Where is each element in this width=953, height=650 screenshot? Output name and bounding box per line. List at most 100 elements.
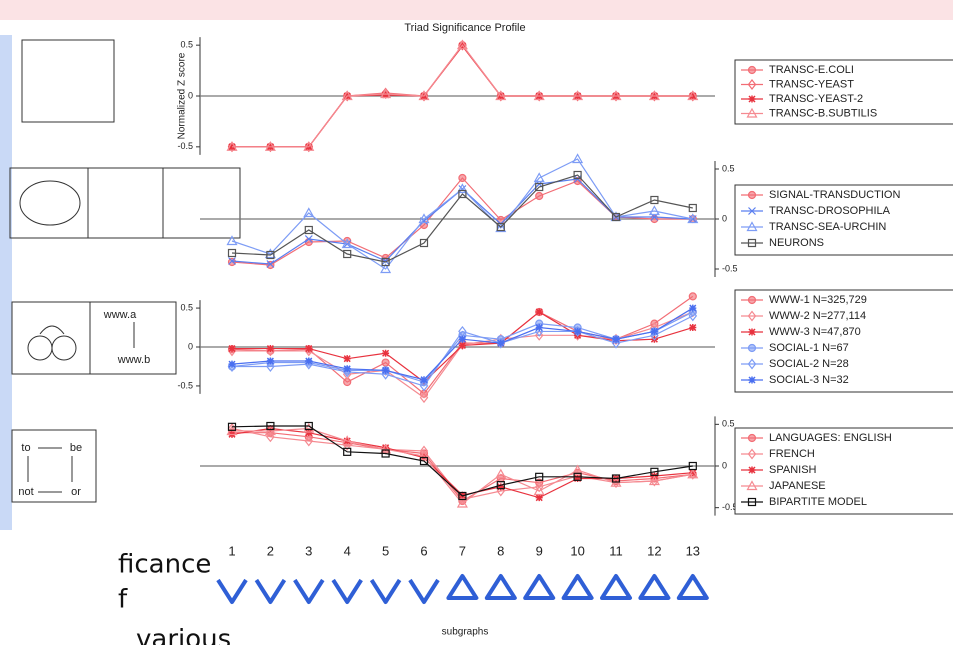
- legend-label: TRANSC-SEA-URCHIN: [769, 221, 886, 233]
- marker: [573, 170, 582, 180]
- marker: [458, 491, 466, 499]
- legend-label: SOCIAL-2 N=28: [769, 358, 849, 370]
- legend-marker: [747, 497, 757, 507]
- legend-label: SOCIAL-3 N=32: [769, 374, 849, 386]
- x-tick-label: 10: [570, 543, 584, 558]
- marker: [266, 260, 275, 268]
- legend-marker: [747, 343, 757, 353]
- marker: [266, 421, 275, 431]
- marker: [228, 345, 236, 353]
- marker: [495, 222, 507, 233]
- y-tick-label: 0: [188, 90, 193, 100]
- marker: [458, 189, 467, 199]
- marker: [612, 335, 620, 343]
- marker: [535, 472, 544, 481]
- marker: [380, 88, 392, 99]
- x-tick-label: 1: [228, 543, 235, 558]
- legend-marker: [747, 433, 757, 443]
- legend-label: WWW-2 N=277,114: [769, 310, 866, 322]
- y-tick-label: -0.5: [177, 380, 193, 390]
- marker: [689, 469, 697, 477]
- y-tick-label: 0: [722, 460, 727, 470]
- x-tick-label: 13: [686, 543, 700, 558]
- marker: [497, 339, 505, 347]
- legend-label: JAPANESE: [769, 480, 826, 492]
- legend-label: TRANSC-DROSOPHILA: [769, 205, 891, 217]
- subgraph-icon: [216, 578, 248, 604]
- marker: [458, 335, 466, 343]
- marker: [227, 257, 237, 267]
- marker: [343, 249, 352, 259]
- marker: [380, 263, 392, 274]
- marker: [650, 327, 658, 335]
- marker: [418, 213, 430, 224]
- legend-label: NEURONS: [769, 237, 824, 249]
- marker: [343, 447, 352, 456]
- marker: [419, 392, 429, 404]
- legend-marker: [748, 376, 756, 384]
- marker: [456, 183, 468, 194]
- marker: [304, 421, 313, 431]
- y-tick-label: 0: [188, 341, 193, 351]
- y-tick-label: 0: [722, 213, 727, 223]
- subgraph-icon: [254, 578, 287, 604]
- marker: [381, 449, 390, 458]
- legend-box: [734, 59, 953, 125]
- subgraph-icon: [561, 574, 594, 600]
- x-tick-label: 8: [497, 543, 504, 558]
- marker: [497, 483, 505, 491]
- marker: [341, 90, 353, 101]
- marker: [264, 141, 276, 151]
- y-tick-label: -0.5: [722, 263, 738, 273]
- marker: [456, 497, 468, 508]
- legend-label: LANGUAGES: ENGLISH: [769, 432, 892, 444]
- legend-label: TRANSC-E.COLI: [769, 64, 854, 76]
- subgraph-icon: [331, 578, 363, 604]
- series-line: [232, 432, 693, 502]
- series-line: [231, 174, 693, 263]
- marker: [382, 349, 390, 357]
- icon-label: or: [71, 486, 81, 498]
- marker: [266, 424, 274, 433]
- marker: [648, 90, 660, 101]
- marker: [227, 248, 237, 258]
- marker: [458, 491, 467, 501]
- subgraph-icon: [484, 574, 517, 600]
- y-tick-label: 0.5: [722, 163, 735, 173]
- legend-marker: [747, 79, 757, 90]
- marker: [572, 90, 584, 101]
- subgraph-icon: [446, 574, 479, 600]
- marker: [226, 141, 238, 151]
- background-text: various: [136, 625, 231, 646]
- marker: [533, 90, 545, 101]
- marker: [611, 474, 621, 483]
- subgraph-icon: [293, 578, 325, 604]
- x-tick-label: 9: [536, 543, 543, 558]
- marker: [648, 205, 660, 216]
- marker: [304, 235, 313, 243]
- marker: [266, 431, 275, 443]
- marker: [420, 376, 428, 384]
- marker: [228, 360, 236, 368]
- legend-marker: [747, 448, 757, 460]
- x-tick-label: 3: [305, 543, 312, 558]
- marker: [533, 485, 545, 496]
- marker: [419, 456, 429, 466]
- marker: [456, 39, 468, 50]
- legend-label: WWW-1 N=325,729: [769, 294, 867, 306]
- chart-title: Triad Significance Profile: [404, 22, 525, 34]
- marker: [572, 153, 584, 164]
- subgraph-icon: [676, 574, 709, 600]
- series-line: [232, 427, 693, 505]
- legend-label: TRANSC-B.SUBTILIS: [769, 107, 877, 119]
- marker: [610, 90, 622, 101]
- x-tick-label: 7: [459, 543, 466, 558]
- marker: [381, 257, 390, 267]
- legend-marker: [748, 328, 756, 336]
- background-text: f: [118, 585, 128, 615]
- legend-label: SOCIAL-1 N=67: [769, 342, 849, 354]
- legend-label: TRANSC-YEAST-2: [769, 93, 863, 105]
- marker: [380, 443, 392, 454]
- legend-marker: [747, 65, 757, 75]
